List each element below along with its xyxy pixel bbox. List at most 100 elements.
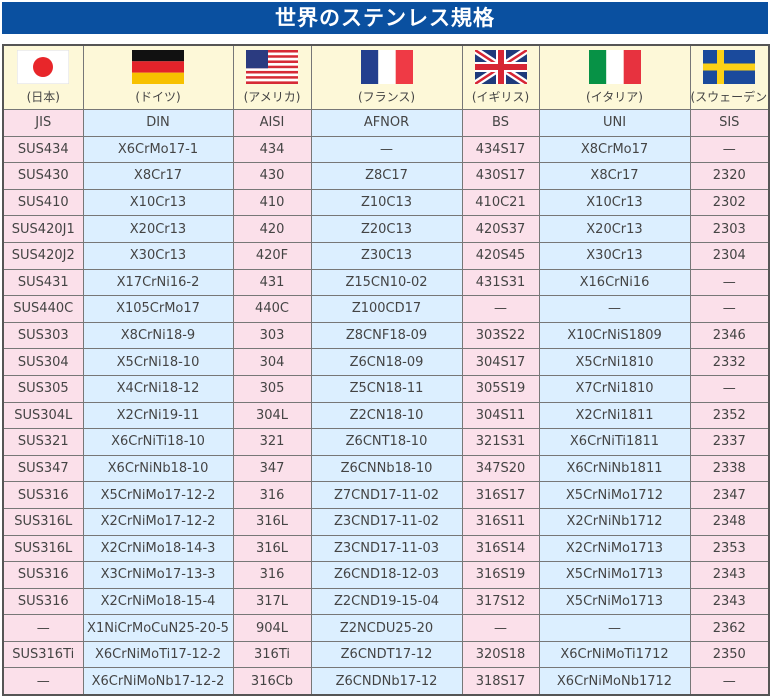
column-header: JIS xyxy=(2,109,84,137)
table-cell: 430 xyxy=(232,162,312,190)
table-cell: X16CrNi16 xyxy=(538,268,691,297)
table-cell: SUS347 xyxy=(2,454,84,483)
country-cell: (アメリカ) xyxy=(232,44,312,110)
country-label: (イギリス) xyxy=(471,90,530,104)
column-header: UNI xyxy=(538,109,691,137)
table-cell: X8CrMo17 xyxy=(538,135,691,164)
table-cell: 321 xyxy=(232,428,312,456)
table-row: SUS321 X6CrNiTi18-10 321 Z6CNT18-10 321S31 X6… xyxy=(2,428,770,456)
table-cell: Z6CN18-09 xyxy=(310,348,463,376)
table-cell: 2343 xyxy=(689,561,770,589)
country-label: (ドイツ) xyxy=(135,90,181,104)
table-cell: X10Cr13 xyxy=(538,188,691,217)
table-cell: — xyxy=(689,135,770,164)
table-cell: SUS304L xyxy=(2,401,84,430)
table-cell: X5CrNiMo1712 xyxy=(538,481,691,509)
table-cell: 2353 xyxy=(689,534,770,563)
table-cell: X17CrNi16-2 xyxy=(82,268,234,297)
table-cell: — xyxy=(310,135,463,164)
table-cell: 434S17 xyxy=(461,135,540,164)
japan-flag-icon xyxy=(17,50,70,84)
table-row: — X6CrNiMoNb17-12-2 316Cb Z6CNDNb17-12 318S1… xyxy=(2,667,770,696)
table-cell: 316 xyxy=(232,561,312,589)
table-cell: X2CrNiMo17-12-2 xyxy=(82,507,234,536)
table-cell: Z20C13 xyxy=(310,215,463,243)
table-cell: 2303 xyxy=(689,215,770,243)
table-row: SUS430 X8Cr17 430 Z8C17 430S17 X8Cr17 2320 xyxy=(2,162,770,190)
table-row: SUS316L X2CrNiMo18-14-3 316L Z3CND17-11-03 3… xyxy=(2,534,770,563)
table-cell: 316S14 xyxy=(461,534,540,563)
table-cell: X2CrNiMo1713 xyxy=(538,534,691,563)
table-cell: SUS420J1 xyxy=(2,215,84,243)
table-cell: Z30C13 xyxy=(310,241,463,270)
table-row: SUS420J1 X20Cr13 420 Z20C13 420S37 X20Cr13 230… xyxy=(2,215,770,243)
table-cell: 2362 xyxy=(689,614,770,642)
usa-flag-icon xyxy=(246,50,298,84)
table-cell: 420 xyxy=(232,215,312,243)
flag-row: (日本) (ドイツ) (アメリカ) (フランス) (イギリス) (イタリア) (スウェーデン… xyxy=(2,44,770,110)
table-cell: 304S11 xyxy=(461,401,540,430)
table-cell: 2338 xyxy=(689,454,770,483)
table-cell: — xyxy=(538,614,691,642)
table-cell: X6CrNiTi18-10 xyxy=(82,428,234,456)
table-row: SUS410 X10Cr13 410 Z10C13 410C21 X10Cr13 2302 xyxy=(2,188,770,217)
table-cell: 430S17 xyxy=(461,162,540,190)
table-cell: SUS410 xyxy=(2,188,84,217)
table-cell: X5CrNiMo1713 xyxy=(538,561,691,589)
table-cell: Z6CNDT17-12 xyxy=(310,640,463,669)
table-row: SUS303 X8CrNi18-9 303 Z8CNF18-09 303S22 X10Cr… xyxy=(2,321,770,350)
table-row: SUS305 X4CrNi18-12 305 Z5CN18-11 305S19 X7CrN… xyxy=(2,374,770,403)
table-cell: 304S17 xyxy=(461,348,540,376)
table-row: SUS420J2 X30Cr13 420F Z30C13 420S45 X30Cr13 23… xyxy=(2,241,770,270)
table-cell: X8CrNi18-9 xyxy=(82,321,234,350)
table-cell: Z6CNT18-10 xyxy=(310,428,463,456)
table-cell: 303 xyxy=(232,321,312,350)
table-cell: 420S37 xyxy=(461,215,540,243)
table-row: SUS304L X2CrNi19-11 304L Z2CN18-10 304S11 X2C… xyxy=(2,401,770,430)
table-cell: X10Cr13 xyxy=(82,188,234,217)
table-cell: 2352 xyxy=(689,401,770,430)
table-cell: 317L xyxy=(232,587,312,616)
table-cell: 2347 xyxy=(689,481,770,509)
table-cell: 316S17 xyxy=(461,481,540,509)
table-cell: X6CrMo17-1 xyxy=(82,135,234,164)
column-header: BS xyxy=(461,109,540,137)
table-cell: — xyxy=(461,295,540,323)
table-cell: X30Cr13 xyxy=(538,241,691,270)
table-cell: SUS431 xyxy=(2,268,84,297)
table-cell: X4CrNi18-12 xyxy=(82,374,234,403)
table-cell: 431S31 xyxy=(461,268,540,297)
table-cell: 320S18 xyxy=(461,640,540,669)
table-cell: X6CrNiMoNb17-12-2 xyxy=(82,667,234,696)
table-cell: 316L xyxy=(232,534,312,563)
country-label: (フランス) xyxy=(357,90,416,104)
table-cell: X10CrNiS1809 xyxy=(538,321,691,350)
table-cell: X6CrNiMoTi1712 xyxy=(538,640,691,669)
country-label: (日本) xyxy=(26,90,60,104)
country-cell: (イギリス) xyxy=(461,44,540,110)
table-cell: SUS316Ti xyxy=(2,640,84,669)
table-cell: Z100CD17 xyxy=(310,295,463,323)
table-cell: X105CrMo17 xyxy=(82,295,234,323)
table-cell: X6CrNiNb18-10 xyxy=(82,454,234,483)
table-cell: — xyxy=(689,295,770,323)
stainless-standards-table: (日本) (ドイツ) (アメリカ) (フランス) (イギリス) (イタリア) (スウェーデン… xyxy=(2,44,770,696)
table-cell: X8Cr17 xyxy=(538,162,691,190)
table-cell: 316S19 xyxy=(461,561,540,589)
table-cell: Z3CND17-11-03 xyxy=(310,534,463,563)
table-row: SUS316 X2CrNiMo18-15-4 317L Z2CND19-15-04 31… xyxy=(2,587,770,616)
table-cell: X1NiCrMoCuN25-20-5 xyxy=(82,614,234,642)
table-cell: — xyxy=(689,374,770,403)
table-row: SUS347 X6CrNiNb18-10 347 Z6CNNb18-10 347S20 X… xyxy=(2,454,770,483)
table-row: SUS316L X2CrNiMo17-12-2 316L Z3CND17-11-02 3… xyxy=(2,507,770,536)
table-cell: 305 xyxy=(232,374,312,403)
table-cell: SUS316L xyxy=(2,534,84,563)
table-cell: 303S22 xyxy=(461,321,540,350)
table-cell: 2350 xyxy=(689,640,770,669)
table-row: — X1NiCrMoCuN25-20-5 904L Z2NCDU25-20— —2362 xyxy=(2,614,770,642)
page-title: 世界のステンレス規格 xyxy=(2,2,768,34)
table-cell: 2320 xyxy=(689,162,770,190)
table-cell: 410 xyxy=(232,188,312,217)
table-cell: SUS305 xyxy=(2,374,84,403)
table-cell: Z6CND18-12-03 xyxy=(310,561,463,589)
